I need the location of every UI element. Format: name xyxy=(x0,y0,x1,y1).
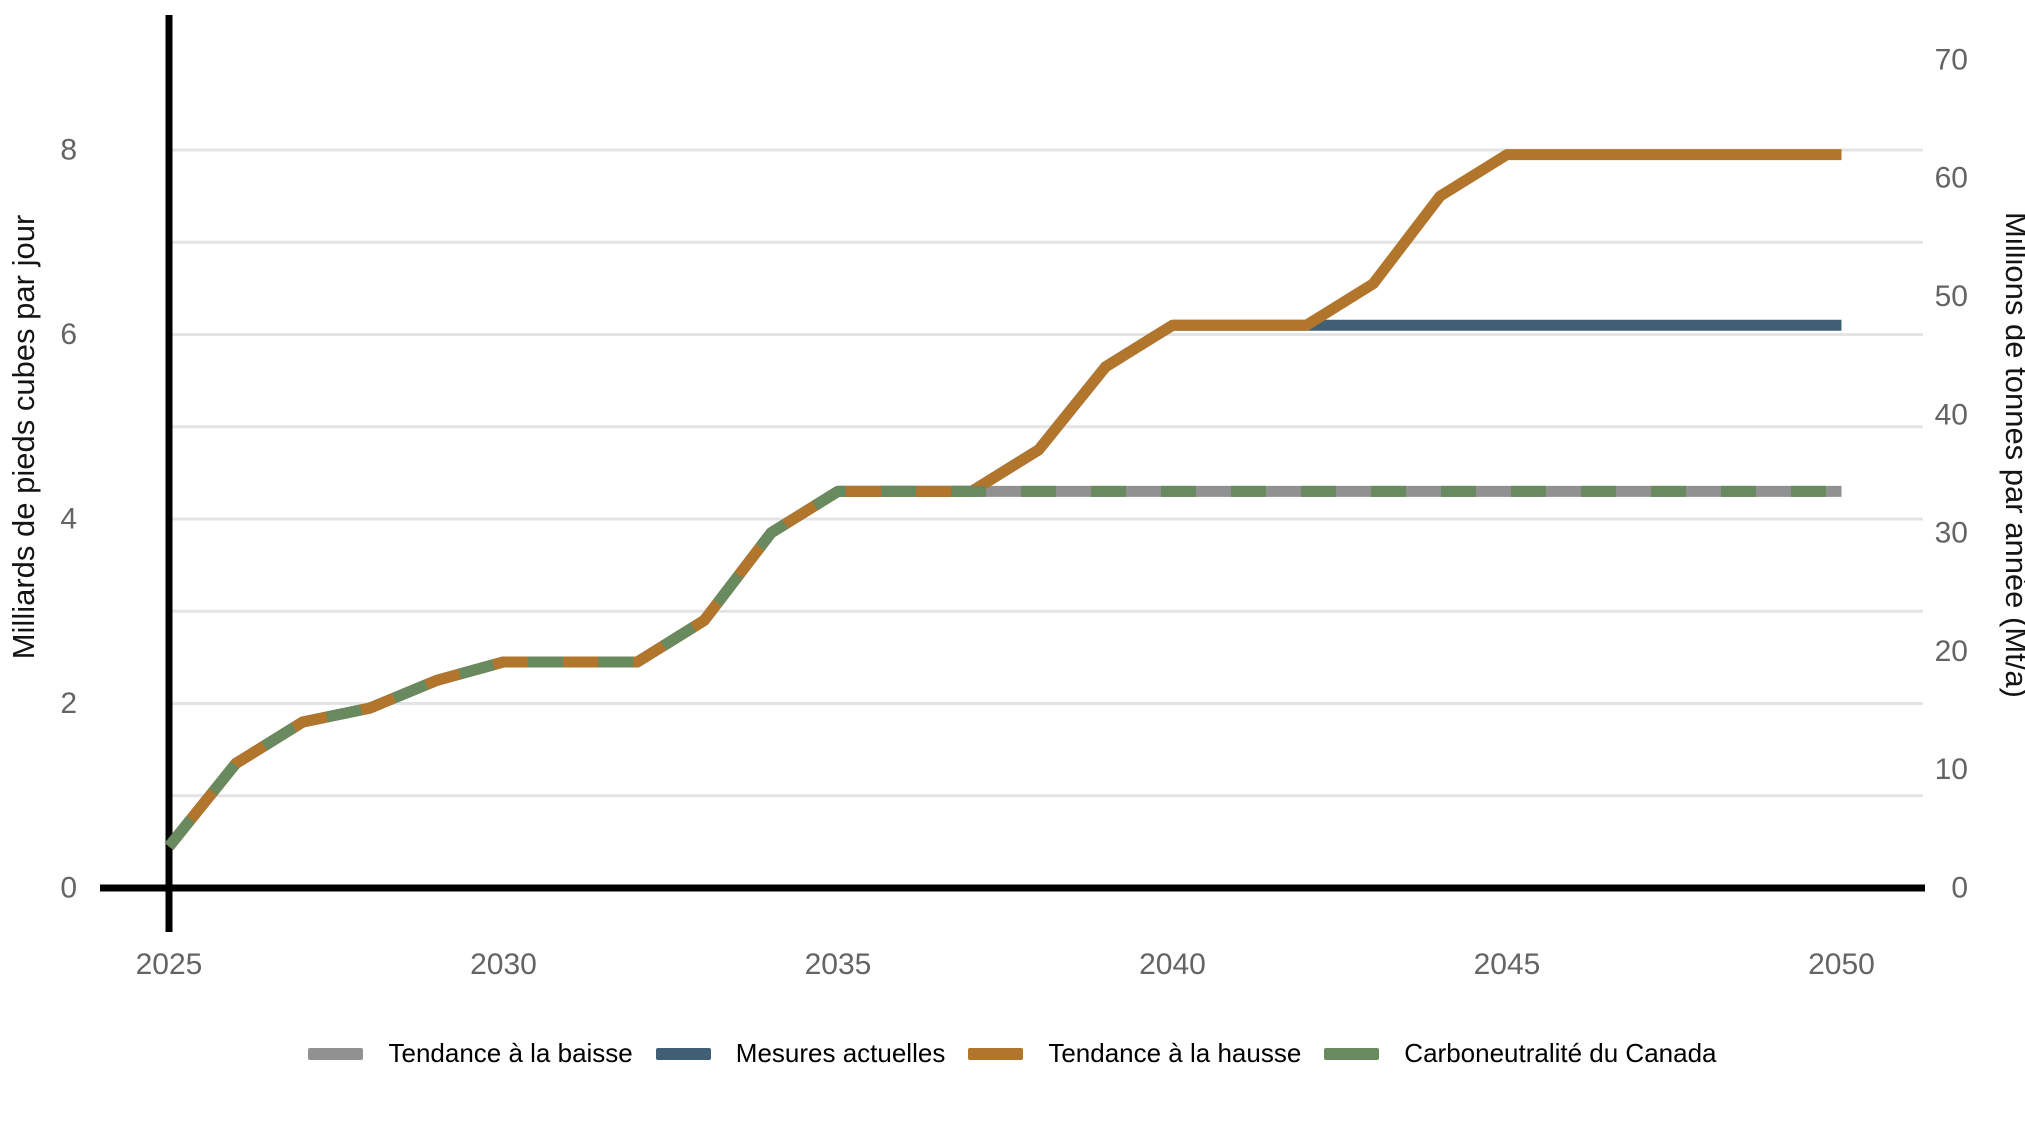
x-axis-tick-label: 2025 xyxy=(136,948,203,981)
left-axis-tick-label: 6 xyxy=(60,318,77,351)
legend-swatch-1 xyxy=(655,1047,711,1060)
legend-item-0[interactable]: Tendance à la baisse xyxy=(308,1038,633,1069)
legend-swatch-0 xyxy=(308,1047,364,1060)
right-axis-tick-label: 0 xyxy=(1951,872,1968,905)
series-lines xyxy=(164,149,1842,850)
x-axis-tick-label: 2045 xyxy=(1474,948,1541,981)
right-axis-tick-label: 10 xyxy=(1935,753,1968,786)
right-axis-title: Millions de tonnes par année (Mt/a) xyxy=(1999,212,2025,698)
left-axis-tick-label: 2 xyxy=(60,687,77,720)
legend-label-2: Tendance à la hausse xyxy=(1048,1038,1302,1068)
legend-swatch-2 xyxy=(968,1047,1024,1060)
legend: Tendance à la baisse Mesures actuelles Ten… xyxy=(0,1038,2025,1069)
series-line-0 xyxy=(164,485,1842,850)
x-axis-tick-label: 2040 xyxy=(1139,948,1206,981)
left-axis-title: Milliards de pieds cubes par jour xyxy=(6,215,41,660)
axes xyxy=(100,15,1925,932)
legend-label-0: Tendance à la baisse xyxy=(388,1038,633,1068)
right-axis-tick-label: 50 xyxy=(1935,280,1968,313)
left-axis-tick-label: 4 xyxy=(60,503,77,536)
right-axis-tick-label: 60 xyxy=(1935,162,1968,195)
legend-swatch-3 xyxy=(1324,1047,1380,1060)
x-axis-tick-label: 2030 xyxy=(470,948,537,981)
x-axis-tick-label: 2050 xyxy=(1808,948,1875,981)
x-axis-tick-label: 2035 xyxy=(805,948,872,981)
gridlines xyxy=(169,148,1923,798)
legend-label-3: Carboneutralité du Canada xyxy=(1404,1038,1717,1068)
left-axis-tick-label: 8 xyxy=(60,134,77,167)
right-axis-tick-label: 20 xyxy=(1935,635,1968,668)
legend-item-1[interactable]: Mesures actuelles xyxy=(655,1038,946,1069)
left-axis-tick-label: 0 xyxy=(60,872,77,905)
right-axis-tick-label: 70 xyxy=(1935,43,1968,76)
series-line-2 xyxy=(164,149,1842,850)
right-axis-tick-label: 40 xyxy=(1935,398,1968,431)
series-line-3 xyxy=(164,485,1842,850)
legend-item-2[interactable]: Tendance à la hausse xyxy=(968,1038,1301,1069)
right-axis-tick-label: 30 xyxy=(1935,517,1968,550)
legend-label-1: Mesures actuelles xyxy=(735,1038,946,1068)
series-line-1 xyxy=(164,319,1842,850)
legend-item-3[interactable]: Carboneutralité du Canada xyxy=(1324,1038,1717,1069)
